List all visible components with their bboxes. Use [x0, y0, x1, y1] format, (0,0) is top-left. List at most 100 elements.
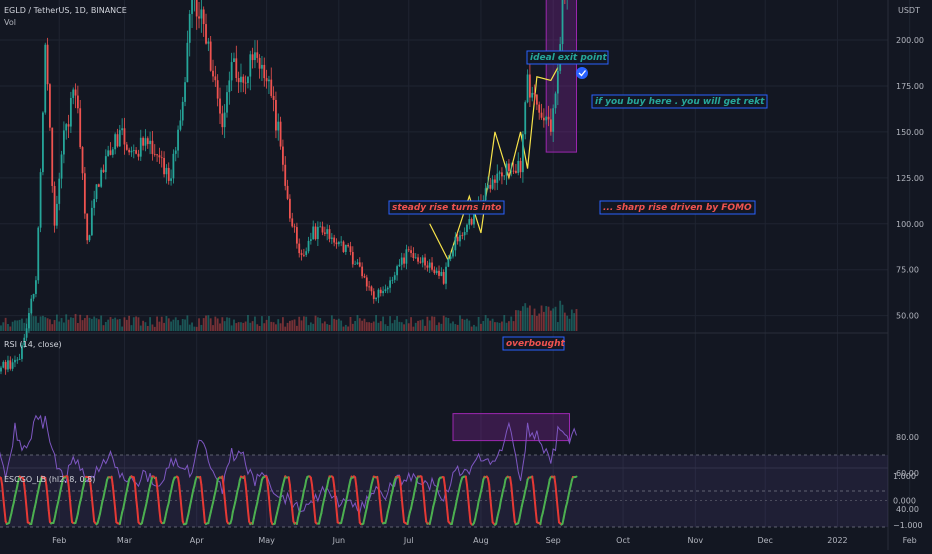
- candle-body: [280, 122, 282, 147]
- volume-bar: [2, 322, 4, 331]
- oscillator-segment: [510, 477, 511, 485]
- volume-bar: [431, 316, 433, 331]
- overbought-label: overbought: [506, 339, 565, 349]
- volume-bar: [445, 317, 447, 331]
- oscillator-segment: [217, 480, 218, 487]
- candle-body: [319, 226, 321, 227]
- candle-body: [489, 185, 491, 189]
- candle-body: [510, 171, 512, 172]
- volume-bar: [401, 322, 403, 331]
- volume-bar: [242, 323, 244, 331]
- candle-body: [138, 154, 140, 157]
- oscillator-segment: [137, 509, 138, 522]
- candle-body: [42, 113, 44, 173]
- volume-bar: [191, 322, 193, 331]
- oscillator-segment: [92, 497, 93, 509]
- volume-bar: [305, 317, 307, 331]
- volume-bar: [70, 317, 72, 331]
- volume-bar: [256, 324, 258, 331]
- volume-bar: [303, 316, 305, 331]
- candle-body: [378, 290, 380, 298]
- candle-body: [54, 186, 56, 226]
- oscillator-segment: [248, 510, 249, 521]
- oscillator-segment: [159, 510, 160, 521]
- candle-body: [96, 184, 98, 199]
- rsi-label[interactable]: RSI (14, close): [4, 340, 62, 349]
- candle-body: [179, 120, 181, 129]
- oscillator-segment: [447, 509, 448, 521]
- candle-body: [529, 75, 531, 98]
- volume-bar: [249, 323, 251, 331]
- volume-bar: [233, 320, 235, 331]
- volume-bar: [231, 325, 233, 331]
- volume-bar: [7, 324, 9, 331]
- candle-body: [287, 186, 289, 199]
- candle-body: [454, 237, 456, 251]
- oscillator-segment: [182, 509, 183, 521]
- volume-bar: [287, 323, 289, 331]
- candle-body: [35, 280, 37, 294]
- volume-bar: [142, 321, 144, 331]
- candle-body: [387, 288, 389, 290]
- candle-body: [100, 170, 102, 187]
- volume-bar: [552, 308, 554, 331]
- candle-body: [226, 92, 228, 112]
- volume-bar: [61, 318, 63, 331]
- volume-bar: [266, 320, 268, 331]
- time-tick-label: Dec: [757, 536, 772, 545]
- candle-body: [333, 238, 335, 243]
- volume-bar: [170, 322, 172, 331]
- oscillator-segment: [334, 486, 335, 497]
- volume-bar: [322, 323, 324, 331]
- candle-body: [170, 178, 172, 180]
- volume-bar: [44, 317, 46, 331]
- volume-bar: [385, 324, 387, 331]
- volume-bar: [259, 326, 261, 331]
- volume-bar: [291, 320, 293, 331]
- candle-body: [396, 266, 398, 275]
- candle-body: [89, 235, 91, 240]
- volume-bar: [89, 318, 91, 331]
- volume-bar: [79, 315, 81, 331]
- time-tick-label: Feb: [903, 536, 917, 545]
- oscillator-segment: [532, 477, 533, 486]
- candle-body: [235, 58, 237, 78]
- candle-body: [315, 227, 317, 240]
- time-tick-label: May: [258, 536, 275, 545]
- oscillator-label[interactable]: ESCGO_LB (hl2, 8, 0.8): [4, 475, 95, 484]
- oscillator-segment: [179, 485, 180, 496]
- candle-body: [28, 313, 30, 328]
- oscillator-segment: [466, 477, 467, 485]
- candle-body: [112, 149, 114, 155]
- candle-body: [298, 244, 300, 254]
- candle-body: [394, 275, 396, 280]
- oscillator-segment: [500, 501, 501, 508]
- candle-body: [310, 239, 312, 241]
- volume-bar: [238, 322, 240, 331]
- volume-bar: [86, 315, 88, 331]
- volume-bar: [466, 319, 468, 331]
- symbol-title[interactable]: EGLD / TetherUS, 1D, BINANCE: [4, 6, 127, 15]
- candle-body: [555, 93, 557, 108]
- oscillator-segment: [244, 476, 245, 484]
- candle-body: [131, 151, 133, 153]
- candle-body: [30, 299, 32, 313]
- volume-bar: [468, 321, 470, 331]
- volume-bar: [352, 324, 354, 331]
- volume-bar: [128, 316, 130, 331]
- oscillator-segment: [333, 477, 334, 486]
- oscillator-segment: [425, 511, 426, 522]
- oscillator-segment: [314, 510, 315, 522]
- oscillator-segment: [335, 497, 336, 509]
- volume-bar: [0, 325, 2, 331]
- oscillator-segment: [557, 498, 558, 510]
- time-tick-label: Jun: [332, 536, 346, 545]
- candle-body: [485, 188, 487, 200]
- currency-label[interactable]: USDT: [898, 6, 920, 15]
- candle-body: [214, 76, 216, 80]
- volume-bar: [12, 322, 14, 331]
- volume-bar: [364, 319, 366, 331]
- price-tick-label: 50.00: [896, 312, 919, 321]
- candle-body: [105, 156, 107, 172]
